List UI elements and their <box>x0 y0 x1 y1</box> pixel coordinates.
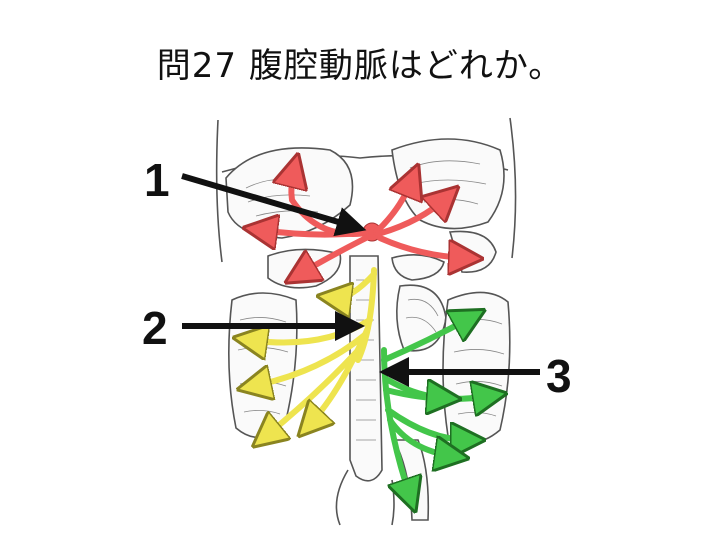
pointer-1: 1 <box>144 154 367 237</box>
pointer-2: 2 <box>142 302 365 354</box>
label-2: 2 <box>142 302 168 354</box>
label-3: 3 <box>546 350 572 402</box>
question-title: 問27 腹腔動脈はどれか。 <box>156 46 564 86</box>
pointer-3: 3 <box>379 350 572 402</box>
pointer-arrow <box>181 173 367 237</box>
label-1: 1 <box>144 154 170 206</box>
